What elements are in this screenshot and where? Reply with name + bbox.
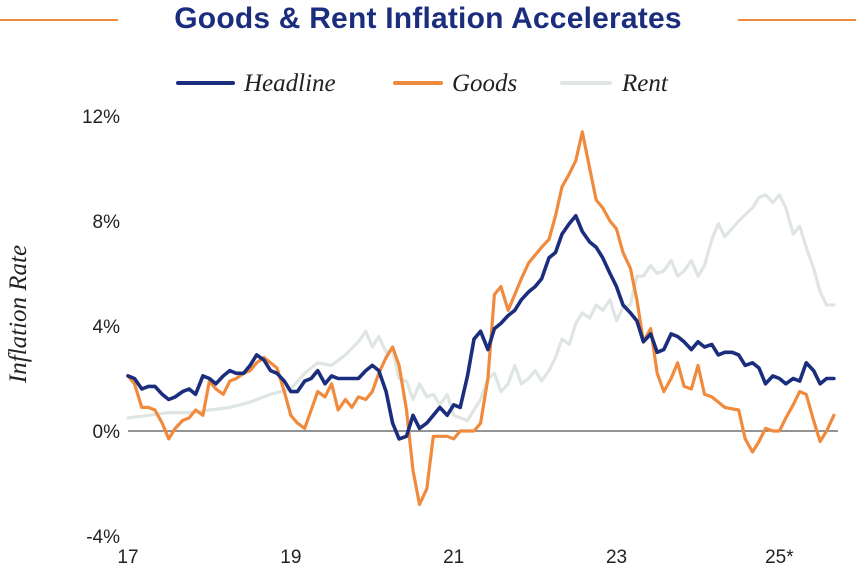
series-line-rent: [126, 193, 836, 423]
title-rule-left: [0, 19, 118, 21]
y-tick-label: 12%: [82, 107, 120, 128]
chart-title-row: Goods & Rent Inflation Accelerates: [0, 0, 856, 44]
chart-legend: Headline Goods Rent: [176, 70, 669, 97]
y-tick-label: 4%: [93, 317, 121, 338]
x-tick-label: 25*: [765, 547, 794, 568]
y-axis: 12% 8% 4% 0% -4%: [82, 107, 120, 548]
x-tick-label: 21: [443, 547, 464, 568]
x-axis: 17 19 21 23 25*: [117, 547, 794, 568]
x-tick-label: 19: [280, 547, 301, 568]
y-tick-label: 0%: [93, 422, 121, 443]
legend-label-goods: Goods: [452, 70, 517, 97]
legend-label-headline: Headline: [243, 70, 336, 97]
chart-title: Goods & Rent Inflation Accelerates: [174, 2, 682, 35]
y-tick-label: -4%: [86, 527, 120, 548]
series-line-headline: [126, 214, 836, 441]
series-line-goods: [126, 130, 836, 507]
title-rule-right: [738, 19, 856, 21]
series-group: [126, 130, 836, 507]
x-tick-label: 17: [117, 547, 138, 568]
legend-label-rent: Rent: [621, 70, 669, 97]
x-tick-label: 23: [606, 547, 627, 568]
y-tick-label: 8%: [93, 212, 121, 233]
y-axis-label: Inflation Rate: [5, 245, 32, 384]
